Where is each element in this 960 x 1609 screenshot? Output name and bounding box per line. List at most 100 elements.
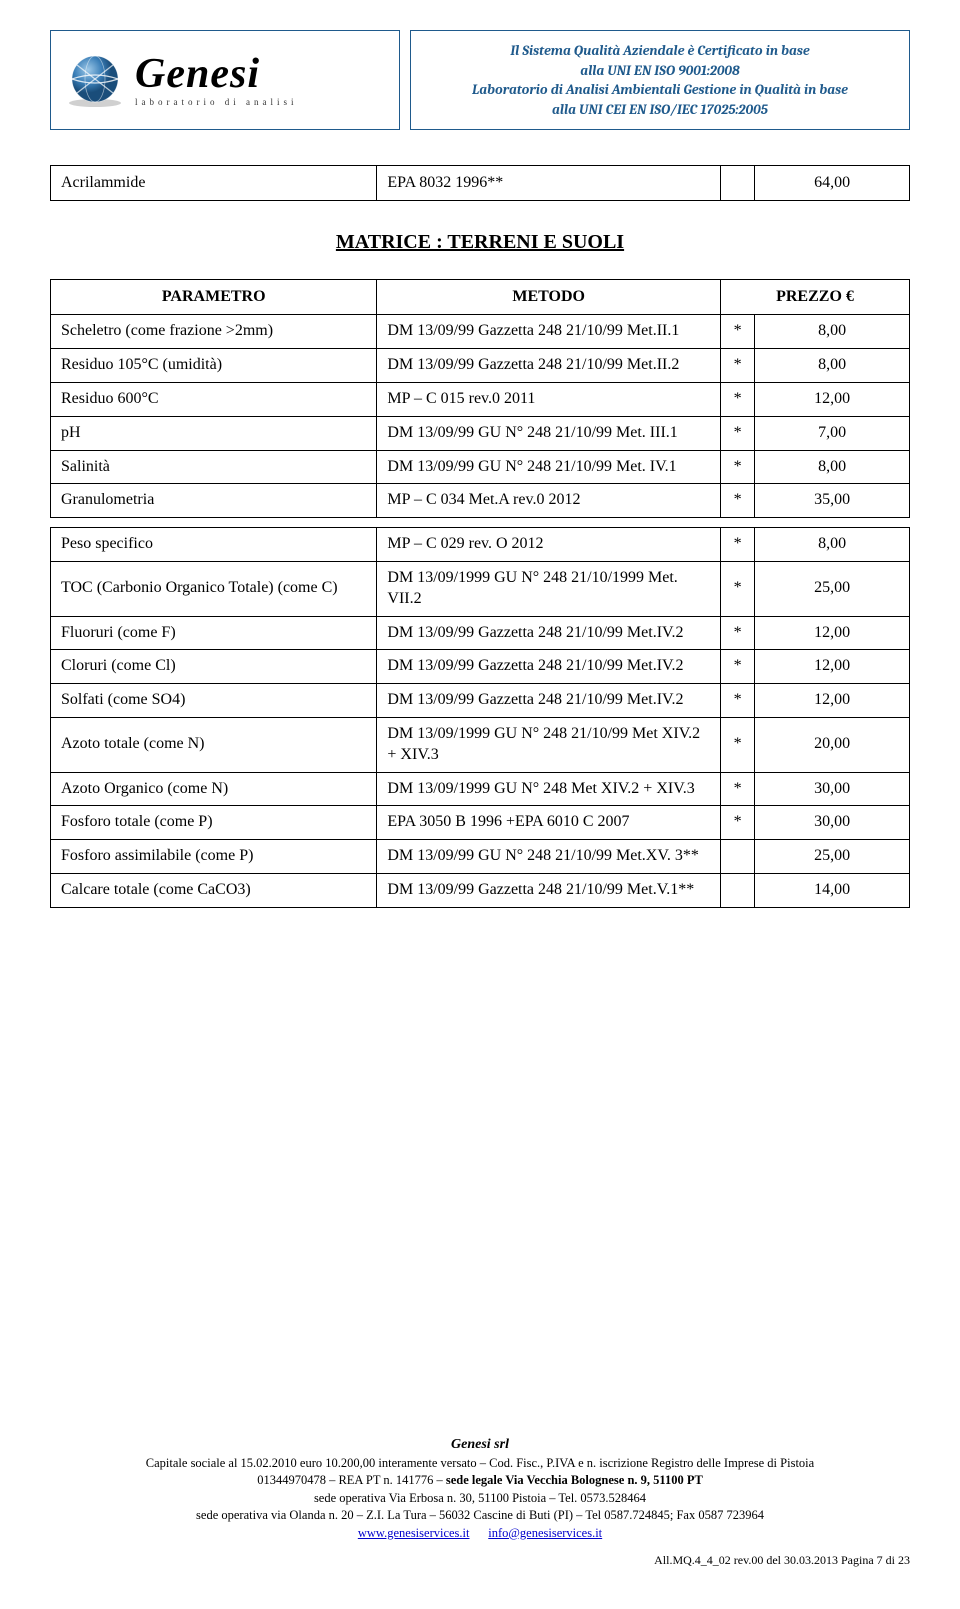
price-cell: 64,00 <box>755 166 910 201</box>
certification-box: Il Sistema Qualità Aziendale è Certifica… <box>410 30 910 130</box>
table-row: Azoto totale (come N)DM 13/09/1999 GU N°… <box>51 717 910 772</box>
method-cell: DM 13/09/1999 GU N° 248 Met XIV.2 + XIV.… <box>377 772 721 806</box>
price-cell: 30,00 <box>755 772 910 806</box>
table-row: Calcare totale (come CaCO3)DM 13/09/99 G… <box>51 873 910 907</box>
mark-cell: * <box>721 561 755 616</box>
table-row: Cloruri (come Cl)DM 13/09/99 Gazzetta 24… <box>51 650 910 684</box>
param-cell: Fosforo totale (come P) <box>51 806 377 840</box>
param-cell: Salinità <box>51 450 377 484</box>
mark-cell: * <box>721 416 755 450</box>
mark-cell <box>721 873 755 907</box>
price-cell: 7,00 <box>755 416 910 450</box>
method-cell: DM 13/09/99 Gazzetta 248 21/10/99 Met.IV… <box>377 616 721 650</box>
mark-cell: * <box>721 717 755 772</box>
mark-cell: * <box>721 528 755 562</box>
price-cell: 25,00 <box>755 561 910 616</box>
method-cell: DM 13/09/99 GU N° 248 21/10/99 Met. III.… <box>377 416 721 450</box>
method-cell: DM 13/09/1999 GU N° 248 21/10/99 Met XIV… <box>377 717 721 772</box>
param-cell: Calcare totale (come CaCO3) <box>51 873 377 907</box>
footer-company: Genesi srl <box>50 1435 910 1455</box>
main-table: PARAMETRO METODO PREZZO € Scheletro (com… <box>50 279 910 907</box>
price-cell: 20,00 <box>755 717 910 772</box>
table-row: SalinitàDM 13/09/99 GU N° 248 21/10/99 M… <box>51 450 910 484</box>
mark-cell: * <box>721 382 755 416</box>
param-cell: Fluoruri (come F) <box>51 616 377 650</box>
method-cell: MP – C 015 rev.0 2011 <box>377 382 721 416</box>
mark-cell: * <box>721 349 755 383</box>
footer-link-email[interactable]: info@genesiservices.it <box>488 1526 602 1540</box>
table-row: pHDM 13/09/99 GU N° 248 21/10/99 Met. II… <box>51 416 910 450</box>
param-cell: Peso specifico <box>51 528 377 562</box>
mark-cell: * <box>721 616 755 650</box>
price-cell: 8,00 <box>755 349 910 383</box>
logo-box: Genesi laboratorio di analisi <box>50 30 400 130</box>
method-cell: MP – C 034 Met.A rev.0 2012 <box>377 484 721 518</box>
brand-name: Genesi <box>135 53 297 95</box>
footer-line: Capitale sociale al 15.02.2010 euro 10.2… <box>50 1455 910 1473</box>
param-cell: Solfati (come SO4) <box>51 684 377 718</box>
method-cell: DM 13/09/99 Gazzetta 248 21/10/99 Met.IV… <box>377 684 721 718</box>
table-row: Solfati (come SO4)DM 13/09/99 Gazzetta 2… <box>51 684 910 718</box>
mark-cell: * <box>721 650 755 684</box>
price-cell: 12,00 <box>755 684 910 718</box>
param-cell: Residuo 600°C <box>51 382 377 416</box>
method-cell: EPA 8032 1996** <box>377 166 721 201</box>
param-cell: Azoto Organico (come N) <box>51 772 377 806</box>
table-row: GranulometriaMP – C 034 Met.A rev.0 2012… <box>51 484 910 518</box>
page-header: Genesi laboratorio di analisi Il Sistema… <box>50 30 910 130</box>
price-cell: 8,00 <box>755 450 910 484</box>
param-cell: Acrilammide <box>51 166 377 201</box>
price-cell: 12,00 <box>755 650 910 684</box>
method-cell: DM 13/09/99 Gazzetta 248 21/10/99 Met.II… <box>377 315 721 349</box>
mark-cell <box>721 840 755 874</box>
price-cell: 12,00 <box>755 382 910 416</box>
mark-cell: * <box>721 806 755 840</box>
price-cell: 12,00 <box>755 616 910 650</box>
table-row: Azoto Organico (come N)DM 13/09/1999 GU … <box>51 772 910 806</box>
param-cell: Cloruri (come Cl) <box>51 650 377 684</box>
table-row: Residuo 105°C (umidità)DM 13/09/99 Gazze… <box>51 349 910 383</box>
cert-line: Laboratorio di Analisi Ambientali Gestio… <box>425 80 895 100</box>
cert-line: alla UNI CEI EN ISO/IEC 17025:2005 <box>425 100 895 120</box>
table-row: Fluoruri (come F)DM 13/09/99 Gazzetta 24… <box>51 616 910 650</box>
price-cell: 30,00 <box>755 806 910 840</box>
method-cell: DM 13/09/99 Gazzetta 248 21/10/99 Met.V.… <box>377 873 721 907</box>
mark-cell: * <box>721 772 755 806</box>
price-cell: 35,00 <box>755 484 910 518</box>
table-row: Residuo 600°CMP – C 015 rev.0 2011*12,00 <box>51 382 910 416</box>
param-cell: Fosforo assimilabile (come P) <box>51 840 377 874</box>
param-cell: pH <box>51 416 377 450</box>
param-cell: Scheletro (come frazione >2mm) <box>51 315 377 349</box>
method-cell: DM 13/09/1999 GU N° 248 21/10/1999 Met. … <box>377 561 721 616</box>
param-cell: Azoto totale (come N) <box>51 717 377 772</box>
table-row: Scheletro (come frazione >2mm)DM 13/09/9… <box>51 315 910 349</box>
mark-cell: * <box>721 450 755 484</box>
single-row-table: Acrilammide EPA 8032 1996** 64,00 <box>50 165 910 201</box>
param-cell: Granulometria <box>51 484 377 518</box>
method-cell: DM 13/09/99 GU N° 248 21/10/99 Met.XV. 3… <box>377 840 721 874</box>
globe-icon <box>65 53 125 108</box>
page-footer: Genesi srl Capitale sociale al 15.02.201… <box>50 1435 910 1569</box>
price-cell: 8,00 <box>755 528 910 562</box>
footer-link-web[interactable]: www.genesiservices.it <box>358 1526 470 1540</box>
mark-cell: * <box>721 484 755 518</box>
page-number: All.MQ.4_4_02 rev.00 del 30.03.2013 Pagi… <box>50 1552 910 1569</box>
brand-tagline: laboratorio di analisi <box>135 97 297 107</box>
price-cell: 14,00 <box>755 873 910 907</box>
col-header-price: PREZZO € <box>721 280 910 315</box>
footer-line: sede operativa Via Erbosa n. 30, 51100 P… <box>50 1490 910 1508</box>
section-title: MATRICE : TERRENI E SUOLI <box>50 231 910 254</box>
table-row: Peso specificoMP – C 029 rev. O 2012*8,0… <box>51 528 910 562</box>
price-cell: 8,00 <box>755 315 910 349</box>
method-cell: DM 13/09/99 Gazzetta 248 21/10/99 Met.II… <box>377 349 721 383</box>
cert-line: Il Sistema Qualità Aziendale è Certifica… <box>425 41 895 61</box>
param-cell: TOC (Carbonio Organico Totale) (come C) <box>51 561 377 616</box>
footer-line: sede operativa via Olanda n. 20 – Z.I. L… <box>50 1507 910 1525</box>
table-row: Fosforo totale (come P)EPA 3050 B 1996 +… <box>51 806 910 840</box>
method-cell: MP – C 029 rev. O 2012 <box>377 528 721 562</box>
method-cell: EPA 3050 B 1996 +EPA 6010 C 2007 <box>377 806 721 840</box>
table-row: Fosforo assimilabile (come P)DM 13/09/99… <box>51 840 910 874</box>
footer-line: 01344970478 – REA PT n. 141776 – sede le… <box>50 1472 910 1490</box>
table-row: TOC (Carbonio Organico Totale) (come C)D… <box>51 561 910 616</box>
method-cell: DM 13/09/99 GU N° 248 21/10/99 Met. IV.1 <box>377 450 721 484</box>
